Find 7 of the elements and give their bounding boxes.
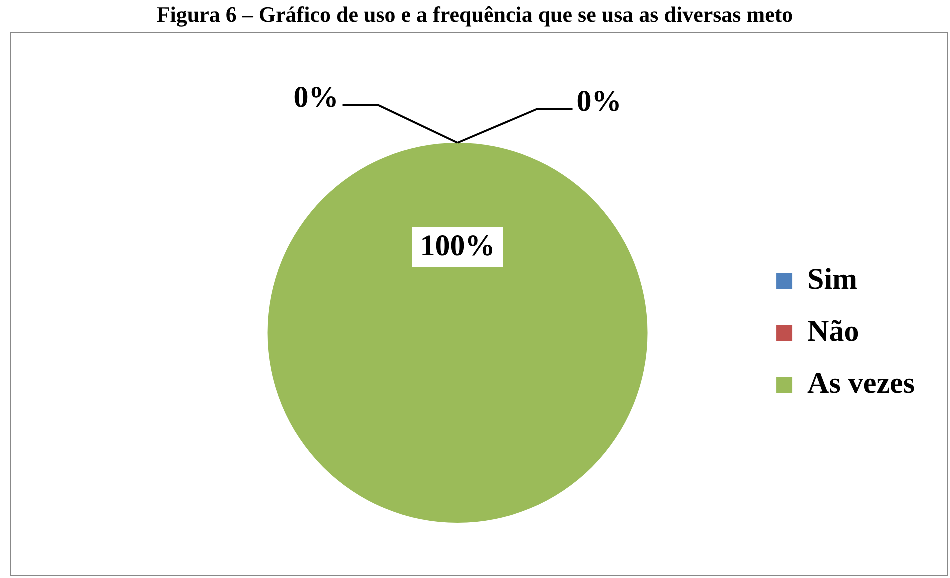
legend-label: As vezes bbox=[808, 366, 916, 400]
text: 0% bbox=[294, 80, 339, 114]
legend-label: Sim bbox=[808, 262, 858, 296]
data-label: 100% bbox=[420, 229, 496, 262]
chart-title: Figura 6 – Gráfico de uso e a frequência que se usa as diversas meto bbox=[156, 2, 794, 28]
legend-label: Não bbox=[808, 314, 860, 348]
text: 0% bbox=[576, 84, 622, 118]
